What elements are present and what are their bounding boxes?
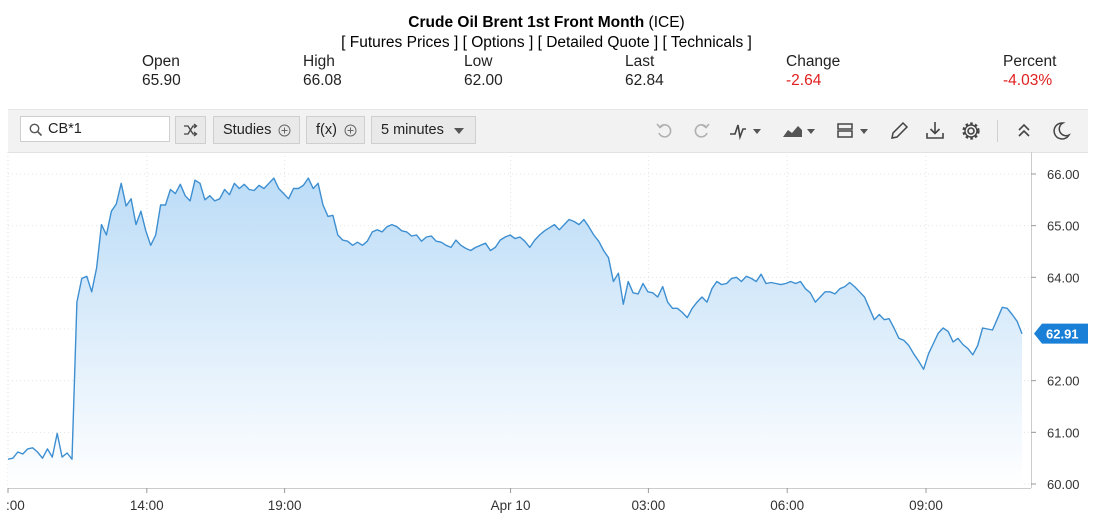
interval-select[interactable]: 5 minutes bbox=[371, 116, 476, 144]
y-tick-label: 66.00 bbox=[1047, 167, 1080, 182]
x-tick-label: Apr 10 bbox=[491, 498, 531, 513]
quote-header: Crude Oil Brent 1st Front Month (ICE) [ … bbox=[0, 0, 1093, 104]
interval-label: 5 minutes bbox=[381, 122, 444, 138]
undo-icon[interactable] bbox=[652, 118, 678, 144]
chart-toolbar: CB*1 Studies f(x) 5 minutes bbox=[8, 109, 1088, 153]
stat-last: Last 62.84 bbox=[625, 52, 664, 90]
stat-percent: Percent -4.03% bbox=[1003, 52, 1056, 90]
chart-style-icon[interactable] bbox=[780, 118, 820, 144]
x-tick-label: 03:00 bbox=[631, 498, 665, 513]
page-title: Crude Oil Brent 1st Front Month (ICE) bbox=[0, 14, 1093, 32]
page-title-main: Crude Oil Brent 1st Front Month bbox=[408, 14, 645, 31]
last-value-label: 62.91 bbox=[1046, 327, 1079, 342]
stat-high: High 66.08 bbox=[303, 52, 342, 90]
plus-circle-icon bbox=[278, 124, 291, 137]
series-line bbox=[7, 177, 1023, 460]
stat-value: 62.00 bbox=[464, 72, 503, 89]
x-tick-label: :00 bbox=[6, 498, 25, 513]
symbol-search-input[interactable]: CB*1 bbox=[20, 116, 170, 142]
page-title-exchange: (ICE) bbox=[644, 14, 685, 31]
y-tick-label: 65.00 bbox=[1047, 219, 1080, 234]
stat-label: Change bbox=[786, 53, 841, 70]
x-tick-label: 14:00 bbox=[130, 498, 164, 513]
gear-icon[interactable] bbox=[958, 118, 984, 144]
series-area-fill bbox=[8, 178, 1022, 488]
stat-value: -4.03% bbox=[1003, 72, 1053, 89]
link-detailed-quote[interactable]: [ Detailed Quote ] bbox=[537, 34, 659, 51]
search-icon bbox=[29, 123, 43, 137]
y-tick-label: 60.00 bbox=[1047, 477, 1080, 492]
last-value-layer: 62.91 bbox=[1034, 323, 1088, 344]
stat-value: 62.84 bbox=[625, 72, 664, 89]
compare-button[interactable] bbox=[175, 116, 206, 144]
function-label: f(x) bbox=[316, 122, 337, 138]
x-tick-label: 06:00 bbox=[770, 498, 804, 513]
stat-open: Open 65.90 bbox=[142, 52, 181, 90]
caret-down-icon bbox=[454, 128, 464, 134]
plus-circle-icon bbox=[344, 124, 357, 137]
stat-low: Low 62.00 bbox=[464, 52, 503, 90]
x-tick-label: 09:00 bbox=[909, 498, 943, 513]
stat-label: Last bbox=[625, 53, 655, 70]
function-button[interactable]: f(x) bbox=[306, 116, 365, 144]
stat-value: 65.90 bbox=[142, 72, 181, 89]
quote-links: [ Futures Prices ] [ Options ] [ Detaile… bbox=[0, 34, 1093, 52]
shuffle-icon bbox=[184, 123, 198, 137]
stat-label: High bbox=[303, 53, 335, 70]
toolbar-divider bbox=[997, 120, 998, 142]
stat-label: Open bbox=[142, 53, 180, 70]
studies-label: Studies bbox=[223, 122, 272, 138]
dark-mode-icon[interactable] bbox=[1048, 118, 1074, 144]
chart-area-layer bbox=[7, 177, 1023, 488]
link-options[interactable]: [ Options ] bbox=[462, 34, 534, 51]
download-icon[interactable] bbox=[922, 118, 948, 144]
stat-change: Change -2.64 bbox=[786, 52, 840, 90]
collapse-icon[interactable] bbox=[1011, 118, 1037, 144]
x-tick-label: 19:00 bbox=[268, 498, 302, 513]
chart-type-icon[interactable] bbox=[726, 118, 766, 144]
y-tick-label: 62.00 bbox=[1047, 374, 1080, 389]
price-chart-svg[interactable]: 66.00 65.00 64.00 62.00 61.00 60.00 :00 14:00 19… bbox=[0, 152, 1093, 517]
layout-icon[interactable] bbox=[834, 118, 874, 144]
symbol-search-value: CB*1 bbox=[48, 121, 82, 137]
link-futures-prices[interactable]: [ Futures Prices ] bbox=[341, 34, 459, 51]
link-technicals[interactable]: [ Technicals ] bbox=[662, 34, 752, 51]
studies-button[interactable]: Studies bbox=[213, 116, 300, 144]
stat-value: -2.64 bbox=[786, 72, 822, 89]
pencil-icon[interactable] bbox=[886, 118, 912, 144]
stat-value: 66.08 bbox=[303, 72, 342, 89]
y-tick-label: 64.00 bbox=[1047, 270, 1080, 285]
redo-icon[interactable] bbox=[688, 118, 714, 144]
stat-label: Percent bbox=[1003, 53, 1057, 70]
last-value-badge bbox=[1034, 323, 1088, 344]
y-tick-label: 61.00 bbox=[1047, 425, 1080, 440]
price-chart[interactable]: 66.00 65.00 64.00 62.00 61.00 60.00 :00 14:00 19… bbox=[0, 152, 1093, 517]
stat-label: Low bbox=[464, 53, 493, 70]
chart-axes: 66.00 65.00 64.00 62.00 61.00 60.00 :00 14:00 19… bbox=[6, 152, 1080, 513]
